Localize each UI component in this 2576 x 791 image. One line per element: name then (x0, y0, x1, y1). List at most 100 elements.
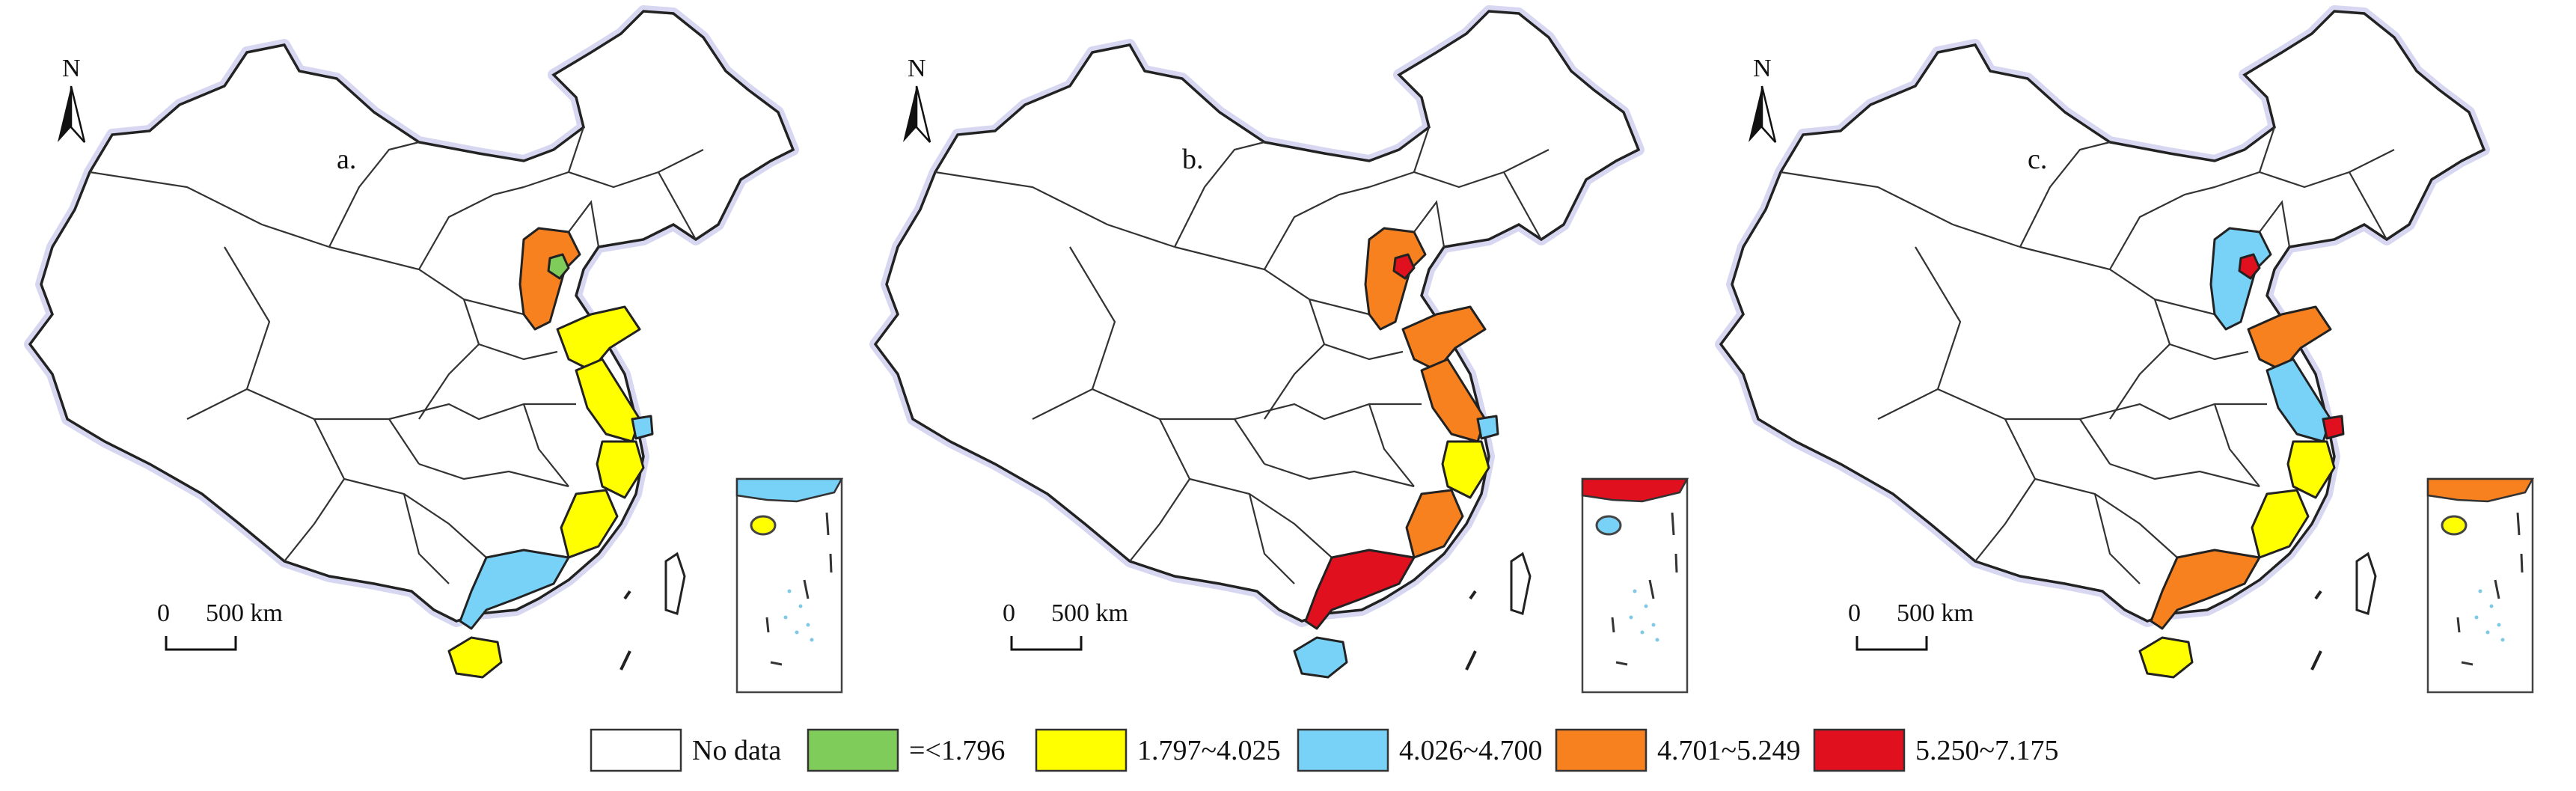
province-zhejiang (2286, 440, 2336, 499)
province-boundary (2109, 343, 2170, 420)
legend-item-c4701_5249: 4.701~5.249 (1555, 728, 1801, 772)
province-boundary (478, 343, 558, 361)
province-boundary (2093, 493, 2141, 584)
north-arrow-icon: N (903, 55, 931, 143)
inset-island (2441, 515, 2468, 536)
legend-item-nodata: No data (590, 728, 781, 772)
province-boundary (2109, 462, 2260, 488)
province-boundary (522, 403, 569, 487)
inset-islet (2474, 615, 2479, 620)
legend-label: No data (692, 735, 781, 766)
legend-swatch (1297, 728, 1389, 772)
island-taiwan (1510, 552, 1532, 615)
province-boundary (523, 149, 704, 189)
province-boundary (418, 343, 480, 420)
inset-island-marks (2456, 512, 2524, 666)
province-boundary (2109, 186, 2215, 270)
province-boundary (2019, 245, 2171, 345)
province-hainan (1293, 636, 1348, 679)
province-boundary (2349, 171, 2387, 240)
province-boundary (2079, 403, 2267, 421)
north-arrow-left (58, 86, 71, 142)
scale-zero: 0 (1848, 599, 1861, 627)
province-boundary (1264, 462, 1415, 488)
legend: No data =<1.796 1.797~4.025 4.026~4.700 4.70… (590, 728, 2059, 772)
inset-islet (783, 615, 788, 620)
inset-islet (810, 638, 814, 642)
province-boundary (1503, 171, 1542, 240)
north-letter: N (62, 55, 81, 82)
province-boundary (463, 298, 524, 316)
province-boundary (1032, 246, 1116, 420)
province-boundary (1174, 141, 1265, 248)
province-boundary (1174, 245, 1326, 345)
scale-zero: 0 (157, 599, 170, 627)
country-outline (28, 10, 795, 623)
inset-islet (2497, 623, 2501, 627)
scale-bar: 0 500 km (1848, 599, 1974, 651)
legend-item-c5250_7175: 5.250~7.175 (1813, 728, 2059, 772)
scale-distance: 500 km (1897, 599, 1974, 627)
province-boundary (328, 245, 480, 345)
province-shandong (556, 305, 641, 372)
inset-frame (2426, 477, 2534, 694)
province-boundary (1780, 171, 2021, 248)
legend-item-c4026_4700: 4.026~4.700 (1297, 728, 1543, 772)
province-boundary (1413, 126, 1431, 173)
north-arrow-right (915, 85, 931, 143)
scale-distance: 500 km (206, 599, 283, 627)
inset-map (2426, 477, 2535, 694)
province-boundary (1974, 418, 2037, 562)
province-shanghai (1476, 415, 1499, 440)
province-boundary (1937, 388, 2111, 465)
inset-island-marks (1611, 512, 1678, 666)
legend-swatch (1555, 728, 1648, 772)
scale-distance: 500 km (1051, 599, 1128, 627)
inset-map (735, 477, 844, 694)
province-guangdong (1304, 549, 1416, 630)
inset-frame (1581, 477, 1689, 694)
province-zhejiang (596, 440, 645, 499)
province-boundary (1413, 200, 1445, 248)
legend-swatch (1035, 728, 1128, 772)
inset-islet (1629, 615, 1633, 620)
province-boundary (2259, 200, 2291, 248)
scale-line (1010, 636, 1083, 651)
province-fujian (2251, 489, 2310, 559)
province-hebei (1364, 227, 1427, 331)
province-hebei (518, 227, 581, 331)
province-boundary (246, 388, 420, 465)
province-zhejiang (1441, 440, 1490, 499)
province-boundary (418, 186, 524, 270)
inset-islet (2489, 604, 2494, 608)
province-boundary (1234, 403, 1422, 421)
province-boundary (186, 246, 271, 420)
island-marks (2310, 590, 2322, 671)
province-hainan (447, 636, 503, 679)
province-boundary (1092, 388, 1265, 465)
island-taiwan (2355, 552, 2377, 615)
inset-islet (2485, 630, 2490, 635)
legend-swatch (807, 728, 899, 772)
map-panel-3: c. N 0 500 km (1721, 11, 2535, 694)
scale-bar: 0 500 km (1003, 599, 1128, 651)
inset-islet (1633, 589, 1637, 593)
province-boundary (2214, 149, 2395, 189)
province-boundary (1248, 493, 1295, 584)
panel-label: c. (2028, 144, 2047, 175)
inset-coast (2426, 477, 2535, 503)
province-boundary (343, 477, 487, 558)
province-fujian (560, 489, 619, 559)
legend-swatch (590, 728, 682, 772)
island-taiwan (664, 552, 686, 615)
north-letter: N (1753, 55, 1772, 82)
legend-label: 1.797~4.025 (1137, 735, 1281, 766)
province-guangdong (2150, 549, 2261, 630)
province-beijing (547, 253, 570, 280)
inset-island-marks (765, 512, 833, 666)
scale-line (1855, 636, 1928, 651)
province-boundary (1189, 477, 1333, 558)
province-shandong (1401, 305, 1487, 372)
inset-coast (1581, 477, 1689, 503)
